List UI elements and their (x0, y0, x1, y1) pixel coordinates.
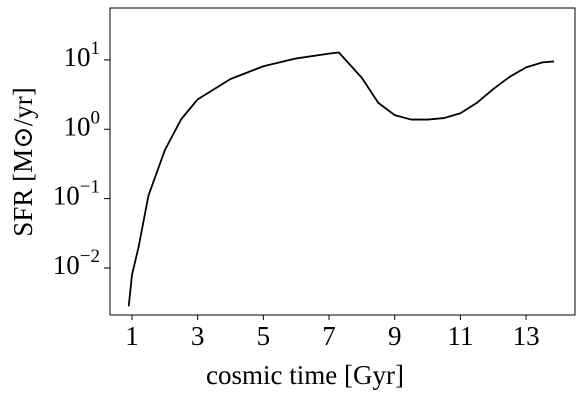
y-tick-label: 101 (64, 38, 101, 72)
x-tick-label: 5 (257, 321, 271, 351)
x-tick-label: 11 (447, 321, 473, 351)
x-axis-label: cosmic time [Gyr] (206, 360, 404, 390)
x-tick-label: 9 (388, 321, 402, 351)
x-tick-label: 3 (191, 321, 205, 351)
sfr-line (127, 51, 555, 307)
plot-frame (109, 7, 576, 316)
x-tick-label: 1 (125, 321, 139, 351)
x-tick-label: 7 (322, 321, 336, 351)
y-tick-label: 100 (64, 108, 101, 142)
y-axis-label: SFR [M⊙/yr] (8, 87, 38, 236)
x-tick-label: 13 (513, 321, 540, 351)
y-tick-label: 10−1 (53, 177, 100, 211)
y-tick-label: 10−2 (53, 246, 100, 280)
